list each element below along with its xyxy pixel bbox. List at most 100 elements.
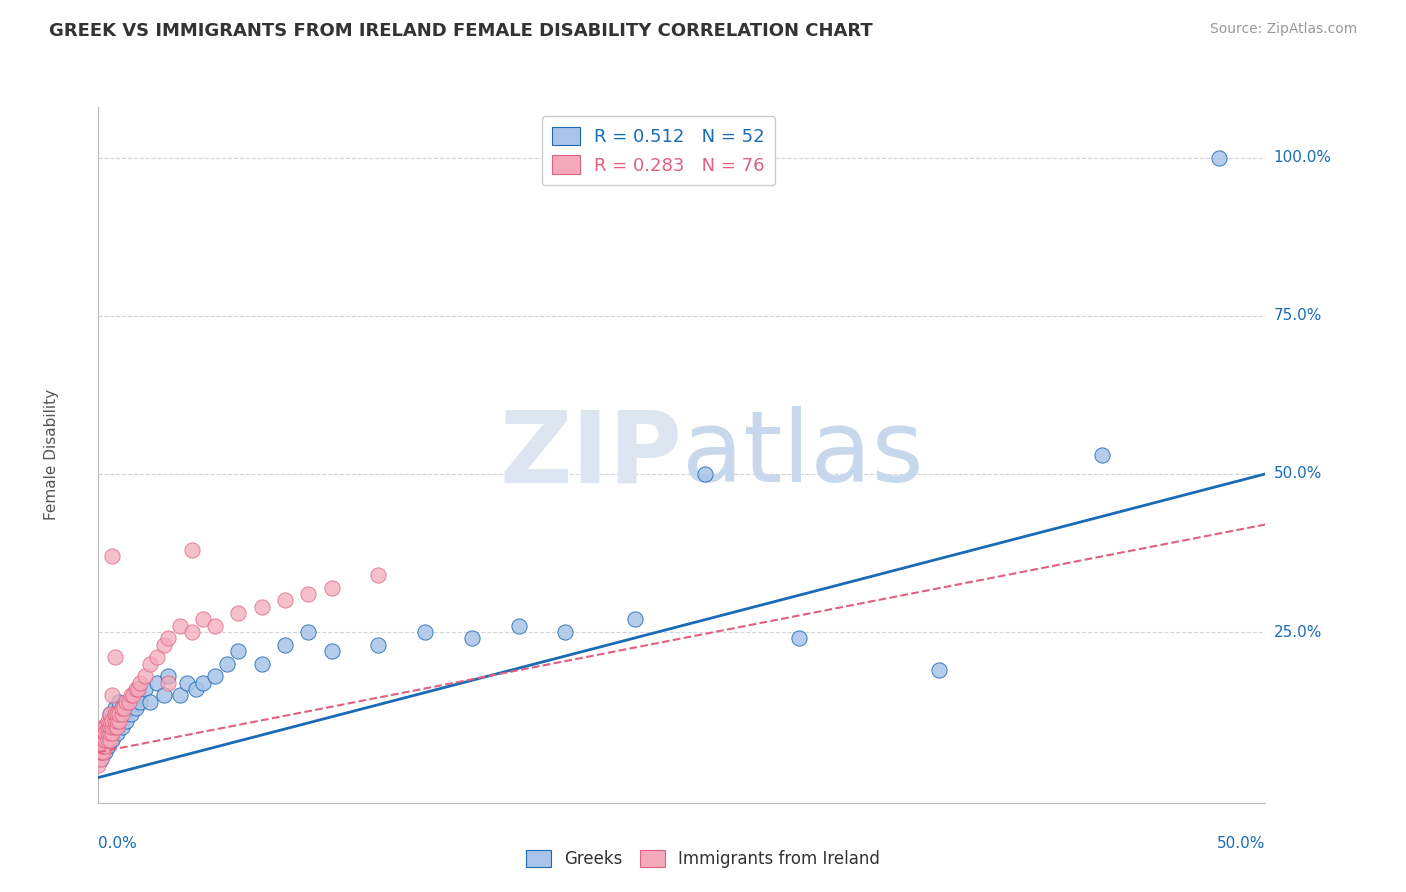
- Point: [1091, 448, 1114, 462]
- Point: [104, 720, 127, 734]
- Point: [94, 720, 117, 734]
- Point: [157, 669, 180, 683]
- Point: [554, 625, 576, 640]
- Point: [139, 657, 162, 671]
- Point: [105, 707, 128, 722]
- Point: [129, 695, 152, 709]
- Point: [367, 568, 389, 582]
- Point: [101, 714, 124, 728]
- Point: [112, 707, 135, 722]
- Point: [104, 701, 127, 715]
- Point: [94, 732, 117, 747]
- Point: [125, 701, 148, 715]
- Point: [90, 739, 112, 753]
- Point: [101, 732, 124, 747]
- Point: [101, 720, 124, 734]
- Point: [98, 726, 121, 740]
- Point: [98, 720, 121, 734]
- Point: [134, 669, 156, 683]
- Point: [321, 581, 343, 595]
- Point: [101, 726, 124, 740]
- Text: Female Disability: Female Disability: [44, 389, 59, 521]
- Point: [101, 714, 124, 728]
- Point: [186, 681, 208, 696]
- Point: [250, 599, 273, 614]
- Point: [87, 732, 110, 747]
- Point: [91, 726, 114, 740]
- Point: [321, 644, 343, 658]
- Point: [87, 745, 110, 759]
- Point: [111, 701, 134, 715]
- Point: [90, 745, 112, 759]
- Point: [111, 720, 134, 734]
- Point: [176, 675, 198, 690]
- Text: ZIP: ZIP: [499, 407, 682, 503]
- Point: [274, 593, 297, 607]
- Point: [91, 732, 114, 747]
- Point: [108, 695, 131, 709]
- Point: [111, 701, 134, 715]
- Text: 50.0%: 50.0%: [1218, 836, 1265, 851]
- Point: [127, 681, 149, 696]
- Point: [104, 720, 127, 734]
- Point: [118, 695, 141, 709]
- Point: [91, 726, 114, 740]
- Point: [108, 707, 131, 722]
- Point: [97, 714, 120, 728]
- Point: [91, 732, 114, 747]
- Point: [105, 726, 128, 740]
- Text: Source: ZipAtlas.com: Source: ZipAtlas.com: [1209, 22, 1357, 37]
- Point: [87, 757, 110, 772]
- Point: [129, 675, 152, 690]
- Point: [108, 714, 131, 728]
- Point: [105, 714, 128, 728]
- Text: GREEK VS IMMIGRANTS FROM IRELAND FEMALE DISABILITY CORRELATION CHART: GREEK VS IMMIGRANTS FROM IRELAND FEMALE …: [49, 22, 873, 40]
- Point: [695, 467, 717, 481]
- Point: [134, 681, 156, 696]
- Point: [139, 695, 162, 709]
- Point: [180, 542, 202, 557]
- Point: [413, 625, 436, 640]
- Point: [928, 663, 950, 677]
- Point: [169, 688, 191, 702]
- Point: [461, 632, 484, 646]
- Point: [97, 726, 120, 740]
- Point: [115, 714, 138, 728]
- Point: [98, 707, 121, 722]
- Point: [91, 739, 114, 753]
- Point: [180, 625, 202, 640]
- Point: [97, 720, 120, 734]
- Point: [508, 618, 530, 632]
- Point: [104, 650, 127, 665]
- Point: [215, 657, 238, 671]
- Point: [90, 745, 112, 759]
- Point: [228, 644, 250, 658]
- Point: [90, 751, 112, 765]
- Point: [90, 726, 112, 740]
- Point: [94, 720, 117, 734]
- Point: [157, 632, 180, 646]
- Point: [105, 720, 128, 734]
- Point: [122, 695, 145, 709]
- Point: [118, 701, 141, 715]
- Point: [111, 707, 134, 722]
- Point: [90, 751, 112, 765]
- Point: [90, 732, 112, 747]
- Point: [90, 739, 112, 753]
- Point: [169, 618, 191, 632]
- Point: [624, 612, 647, 626]
- Point: [108, 714, 131, 728]
- Point: [94, 726, 117, 740]
- Text: 50.0%: 50.0%: [1274, 467, 1322, 482]
- Point: [112, 701, 135, 715]
- Legend: Greeks, Immigrants from Ireland: Greeks, Immigrants from Ireland: [520, 843, 886, 875]
- Point: [787, 632, 810, 646]
- Point: [146, 650, 169, 665]
- Point: [98, 707, 121, 722]
- Point: [98, 732, 121, 747]
- Point: [127, 688, 149, 702]
- Text: 100.0%: 100.0%: [1274, 150, 1331, 165]
- Point: [97, 739, 120, 753]
- Point: [125, 681, 148, 696]
- Text: 75.0%: 75.0%: [1274, 309, 1322, 323]
